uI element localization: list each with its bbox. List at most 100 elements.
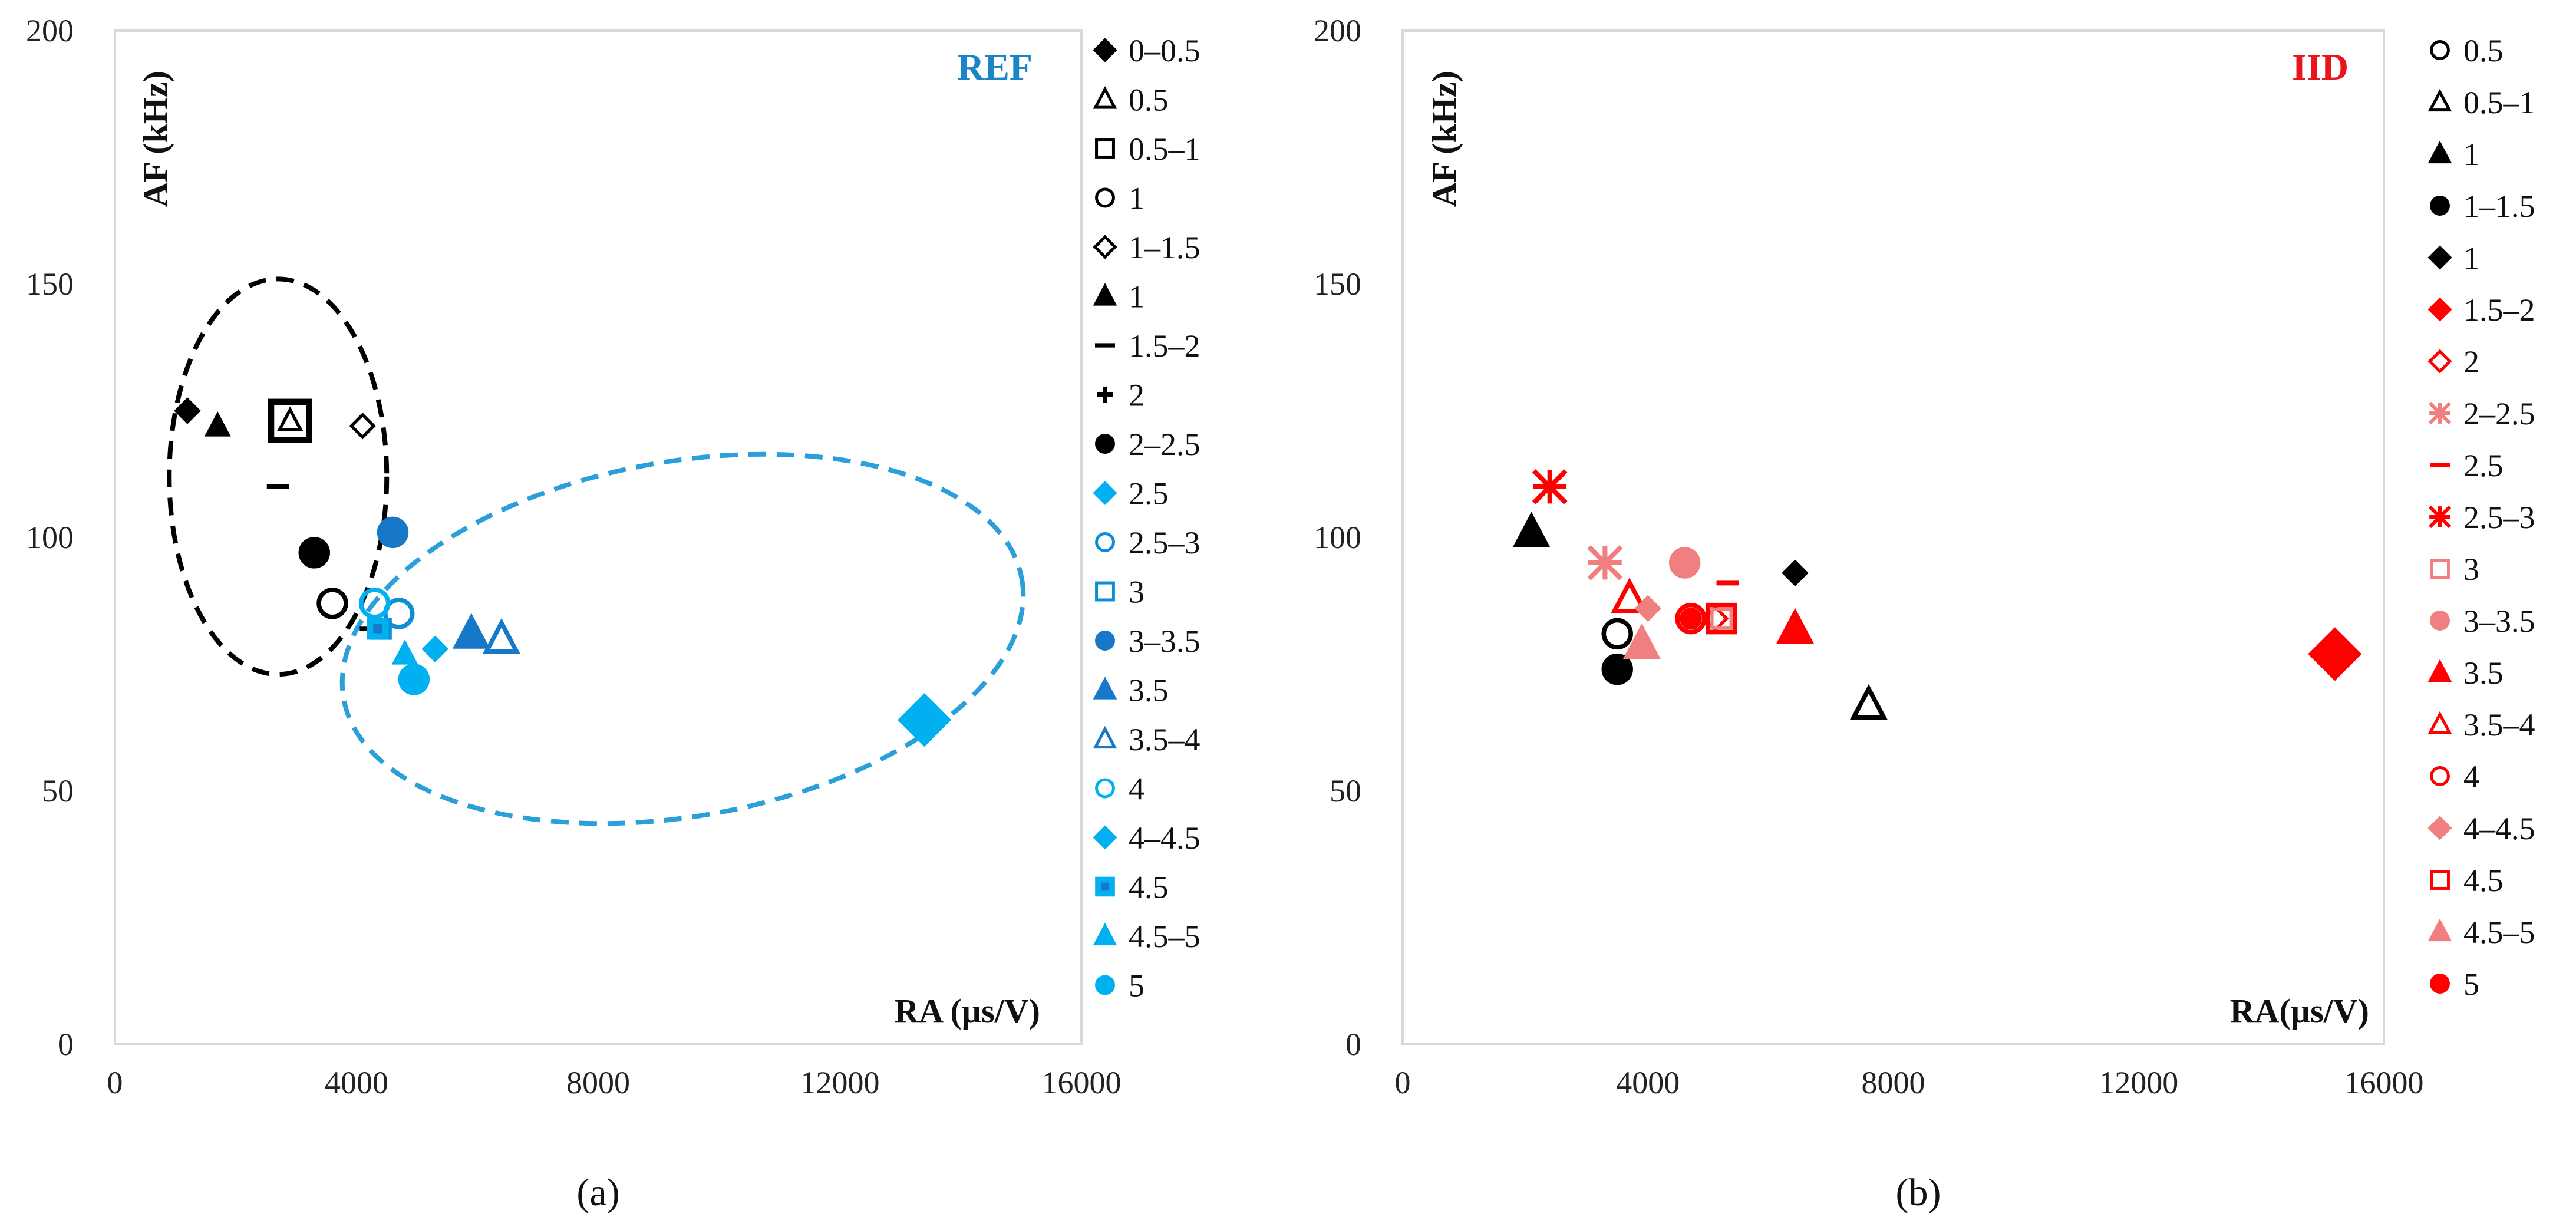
points-a (174, 397, 952, 747)
data-point (1849, 684, 1888, 720)
data-point (349, 413, 377, 440)
y-tick-label: 150 (26, 266, 74, 302)
legend-a: 0–0.5 0.5 0.5–1 1 1–1.5 1 1.5–2 2 2–2.5 2.5 2.5–3 3… (1093, 33, 1200, 1004)
legend-item: 1 (2427, 137, 2479, 172)
data-point (897, 693, 952, 747)
legend-item: 2–2.5 (1095, 427, 1200, 462)
legend-marker (1093, 677, 1117, 700)
data-point (377, 516, 409, 549)
annotations-a (167, 276, 1026, 826)
legend-marker (1093, 922, 1117, 946)
legend-marker (1093, 283, 1117, 306)
legend-item: 2 (2427, 344, 2479, 380)
legend-item: 3–3.5 (2430, 603, 2535, 639)
legend-label: 2.5–3 (2463, 500, 2535, 535)
y-axis-title-a: AF (kHz) (136, 71, 174, 207)
legend-item: 1 (1093, 279, 1144, 315)
x-tick-label: 0 (107, 1065, 123, 1100)
legend-marker (1093, 86, 1117, 109)
legend-label: 3.5–4 (2463, 707, 2535, 743)
legend-label: 2.5 (2463, 448, 2504, 483)
legend-label: 4.5 (2463, 863, 2504, 898)
caption-b: (b) (1896, 1171, 1941, 1214)
legend-marker (1093, 725, 1117, 749)
points-b (1512, 469, 2362, 720)
legend-item: 3.5–4 (2427, 707, 2535, 743)
legend-label: 3–3.5 (2463, 603, 2535, 639)
legend-label: 2 (1129, 378, 1144, 413)
legend-marker (1095, 187, 1115, 208)
data-point (1622, 623, 1661, 659)
data-point (367, 618, 389, 640)
data-point (483, 618, 520, 654)
legend-marker (1095, 876, 1115, 897)
legend-label: 1.5–2 (2463, 292, 2535, 328)
legend-marker (2427, 918, 2452, 942)
data-point (2308, 627, 2362, 681)
x-tick-label: 8000 (566, 1065, 630, 1100)
legend-marker (2430, 766, 2450, 786)
y-tick-label: 200 (1314, 13, 1361, 48)
legend-label: 1 (2463, 240, 2479, 276)
legend-marker (2427, 297, 2452, 322)
legend-marker (1095, 532, 1115, 552)
legend-item: 3 (2430, 552, 2479, 587)
data-point (1587, 545, 1623, 580)
y-tick-label: 150 (1314, 266, 1361, 302)
legend-label: 1 (1129, 279, 1144, 315)
legend-item: 4 (1095, 771, 1144, 807)
grouping-ellipse (339, 451, 1026, 826)
data-point (1532, 469, 1568, 504)
legend-label: 4–4.5 (1129, 820, 1200, 856)
data-point (1776, 608, 1814, 644)
y-tick-label: 0 (58, 1027, 74, 1062)
data-point (1680, 607, 1702, 630)
data-point (316, 588, 348, 619)
legend-item: 1 (1095, 181, 1144, 216)
legend-marker (2427, 659, 2452, 682)
data-point (276, 406, 304, 432)
legend-item: 1–1.5 (2430, 189, 2535, 224)
legend-marker (1093, 38, 1117, 62)
legend-item: 0.5–1 (1095, 131, 1200, 167)
legend-label: 2.5 (1129, 476, 1169, 512)
legend-item: 3.5 (1093, 673, 1169, 708)
legend-item: 4.5 (2430, 863, 2504, 898)
plot-area-b (1401, 29, 2385, 1045)
legend-marker (1095, 631, 1115, 651)
caption-a: (a) (576, 1171, 619, 1214)
x-axis-title-b: RA(µs/V) (2230, 992, 2369, 1030)
data-point (1706, 602, 1737, 635)
y-tick-label: 50 (1330, 773, 1361, 809)
legend-label: 2–2.5 (2463, 396, 2535, 431)
legend-label: 2–2.5 (1129, 427, 1200, 462)
legend-marker (1093, 235, 1117, 259)
x-tick-label: 4000 (325, 1065, 388, 1100)
legend-marker (2430, 40, 2450, 60)
legend-label: 1 (1129, 181, 1144, 216)
legend-marker (2427, 140, 2452, 164)
legend-marker (1095, 975, 1115, 995)
legend-marker (1093, 825, 1117, 850)
legend-label: 1–1.5 (2463, 189, 2535, 224)
y-tick-label: 0 (1345, 1027, 1361, 1062)
x-tick-label: 16000 (1042, 1065, 1122, 1100)
legend-marker (2427, 88, 2452, 112)
legend-marker (1095, 581, 1115, 602)
legend-label: 0.5–1 (1129, 131, 1200, 167)
legend-item: 2 (1097, 378, 1144, 413)
y-tick-label: 50 (42, 773, 74, 809)
legend-marker (1093, 480, 1117, 506)
data-point (204, 411, 231, 437)
data-point (1634, 595, 1662, 622)
legend-item: 1–1.5 (1093, 230, 1200, 265)
legend-label: 1.5–2 (1129, 328, 1200, 364)
legend-label: 0.5–1 (2463, 85, 2535, 120)
data-point (1782, 559, 1809, 586)
legend-marker (1095, 778, 1115, 799)
legend-marker (1095, 434, 1115, 454)
legend-label: 1–1.5 (1129, 230, 1200, 265)
legend-marker (2427, 245, 2452, 270)
legend-b: 0.5 0.5–1 1 1–1.5 1 1.5–2 2 2–2.5 2.5 2.5–3 3 3–3.5… (2427, 33, 2535, 1002)
